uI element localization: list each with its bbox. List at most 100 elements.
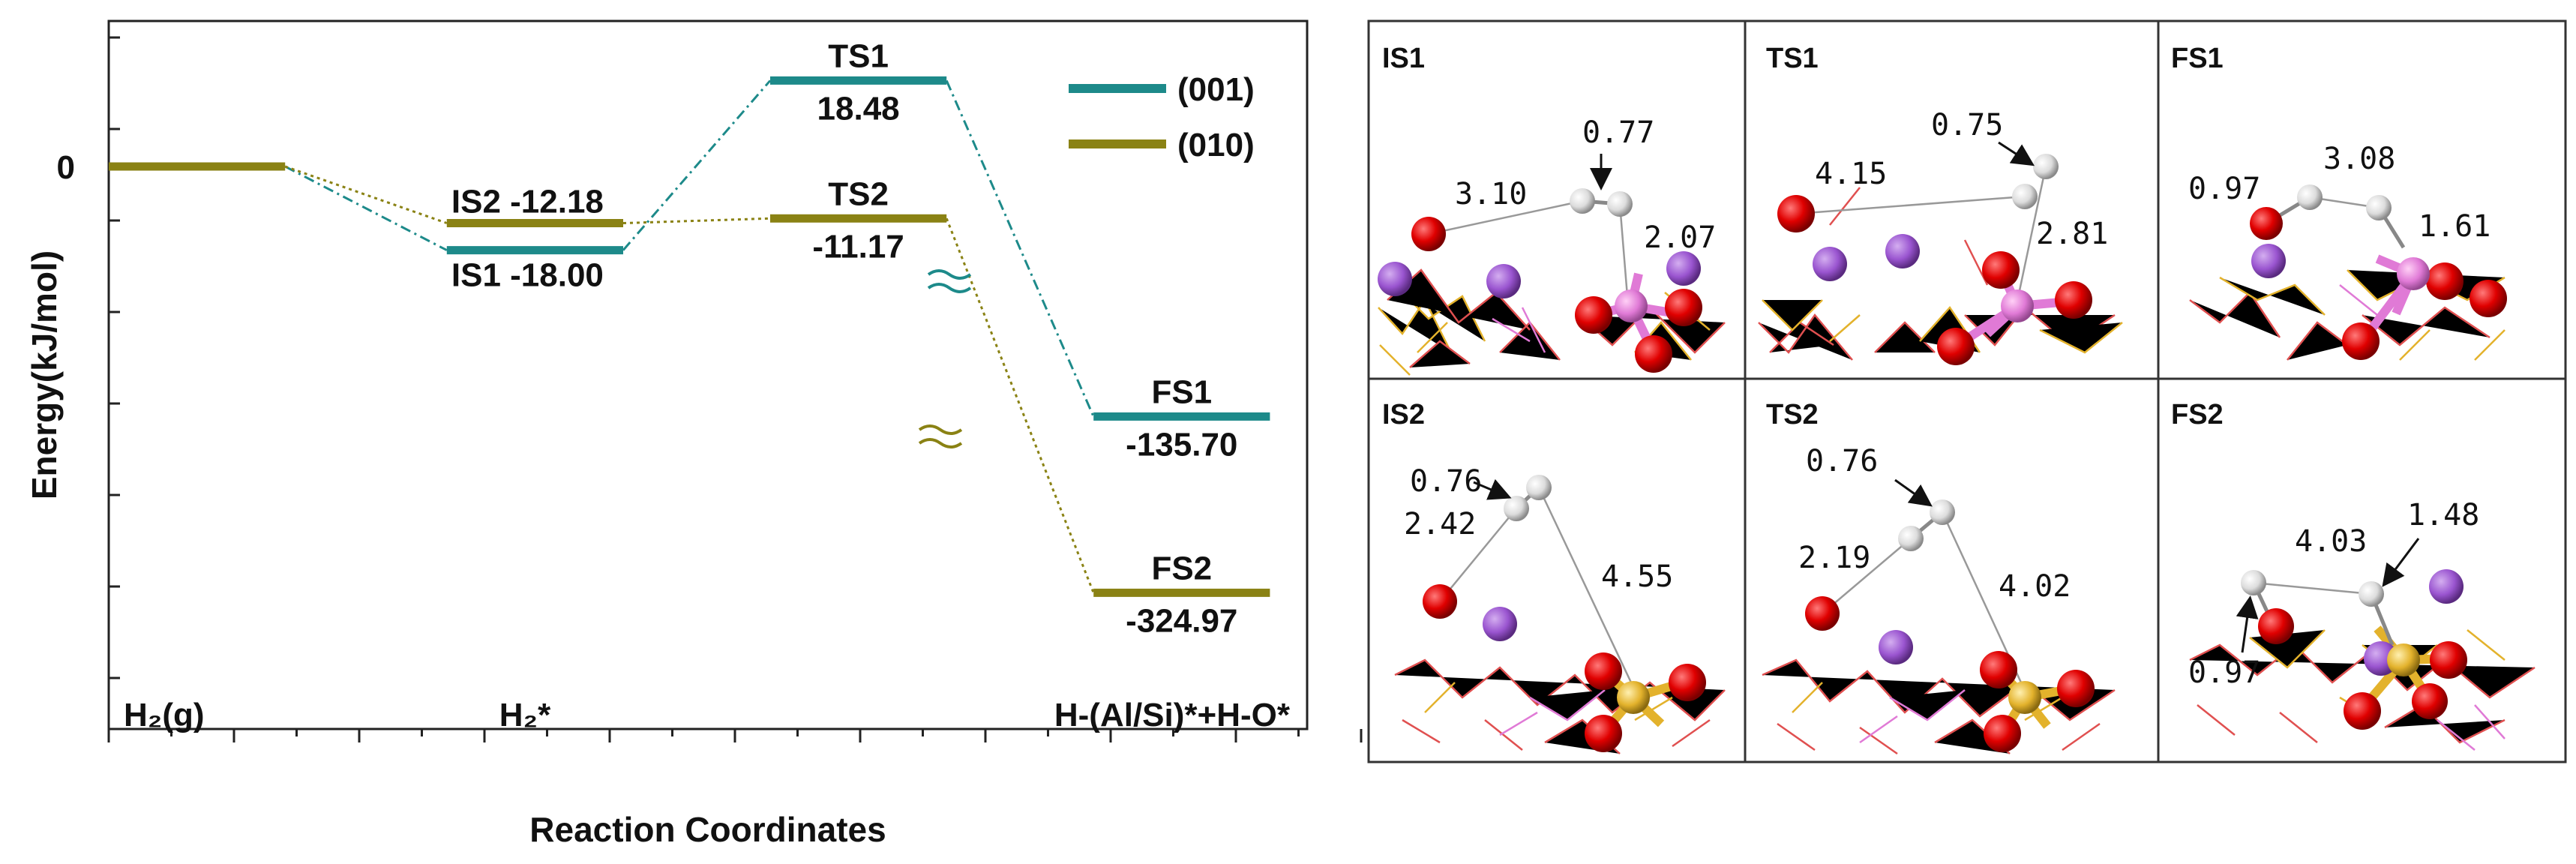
potassium-atom [2429,569,2464,604]
oxygen-atom [2430,641,2467,679]
potassium-atom [2251,244,2286,278]
distance-label-hh: 0.77 [1582,116,1654,150]
oxygen-atom [1665,289,1702,326]
oxygen-atom [2344,692,2381,730]
panel-title: IS1 [1382,43,1425,74]
silicon-atom [1617,681,1650,714]
x-axis-ticks [107,729,1363,742]
distance-label-hh: 0.76 [1410,464,1482,499]
potassium-atom [1486,264,1521,298]
oxygen-atom [1669,664,1706,701]
legend-label-010: (010) [1177,127,1255,164]
oxygen-atom [2412,683,2448,719]
break-mark-001 [927,269,972,293]
distance-label-oh: 0.97 [2188,172,2260,206]
distance-label-hh: 3.08 [2323,142,2395,176]
potassium-atom [1879,630,1913,664]
distance-label-h-si: 1.48 [2407,498,2479,532]
legend: (001) (010) [1069,71,1255,164]
aluminum-atom [1615,290,1648,322]
distance-label-oh: 0.97 [2188,656,2260,690]
level-value-ts1: 18.48 [817,90,900,127]
y-axis-ticks [109,36,120,680]
aluminum-atom [2397,257,2430,290]
level-label-is2: IS2 -12.18 [451,184,604,220]
distance-label-h-al: 2.07 [1644,220,1716,255]
panel-ts1: TS1 [1758,43,2123,365]
stage-labels: H₂(g) H₂* H-(Al/Si)*+H-O* [124,697,1291,734]
level-name-fs1: FS1 [1151,374,1212,410]
pointer-arrow [2236,596,2259,653]
oxygen-atom [1585,715,1622,752]
hydrogen-atom [1504,496,1529,521]
distance-label-oh: 3.10 [1455,177,1527,212]
pointer-arrow [2382,538,2420,587]
lattice-wireframe [1758,187,2123,361]
hydrogen-atom [2241,570,2266,596]
pointer-arrow [1998,141,2035,166]
oxygen-atom [2250,207,2283,240]
hydrogen-atom [1898,526,1924,551]
level-label-is1: IS1 -18.00 [451,257,604,294]
oxygen-atom [1635,335,1672,373]
oxygen-atom [2426,262,2464,300]
potassium-atom [1885,234,1920,268]
hydrogen-atom [2297,184,2323,210]
distance-label-oh: 2.19 [1798,541,1870,575]
connector-010-is2-ts2 [622,217,771,225]
break-mark-010 [918,424,963,448]
potassium-atom [1813,247,1847,281]
hydrogen-atom [1607,191,1633,217]
silicon-atom [2008,681,2041,714]
distance-guides [2253,581,2372,596]
oxygen-atom [1982,251,2020,289]
distance-label-oh: 2.42 [1404,507,1476,542]
connector-010-h2g-is2 [284,165,448,224]
hydrogen-atom [2359,581,2384,607]
x-axis-title: Reaction Coordinates [529,810,886,849]
energy-levels [109,76,1270,597]
oxygen-atom [2057,670,2095,707]
aluminum-atom [2001,290,2034,322]
y-axis-title: Energy(kJ/mol) [25,250,64,500]
connector-001-is1-ts1 [622,80,772,251]
potassium-atom [1483,607,1517,641]
distance-label-hh: 4.03 [2295,524,2367,559]
potassium-atom [1666,251,1701,286]
distance-label-hh: 0.75 [1931,108,2003,142]
oxygen-atom [1777,195,1815,232]
pointer-arrow [1473,478,1512,500]
pointer-arrow [1894,478,1933,507]
oxygen-atom [2258,608,2294,644]
hydrogen-atom [1570,188,1595,214]
energy-profile-chart: 0 Energy(kJ/mol) Reaction Coordinates IS… [25,20,1363,849]
panel-title: TS1 [1766,43,1819,74]
hydrogen-atom [2366,195,2392,220]
distance-label-h-al: 1.61 [2419,209,2491,244]
level-value-fs1: -135.70 [1126,426,1237,463]
stage-label-h2-adsorbed: H₂* [499,697,551,734]
connector-001-ts1-fs1 [945,80,1095,418]
hydrogen-atom [2033,154,2059,179]
oxygen-atom [2342,322,2380,360]
distance-label-h-al: 2.81 [2036,217,2108,251]
level-name-ts2: TS2 [828,176,889,212]
panel-title: TS2 [1766,399,1819,430]
hydrogen-atom [2012,184,2038,209]
oxygen-atom [1423,584,1457,619]
panel-title: IS2 [1382,399,1425,430]
distance-label-h-si: 4.55 [1601,560,1673,594]
distance-guides [1795,166,2047,295]
stage-label-dissociated: H-(Al/Si)*+H-O* [1054,697,1291,734]
panel-title: FS1 [2171,43,2224,74]
distance-guides [1439,487,1633,683]
oxygen-atom [2470,280,2507,317]
oxygen-atom [1937,328,1975,365]
distance-label-hh: 0.76 [1806,444,1878,478]
energy-level-labels: IS1 -18.00 IS2 -12.18 TS1 18.48 TS2 -11.17 FS1… [451,38,1238,639]
axis-break-marks [918,269,972,448]
oxygen-atom [1984,715,2021,752]
connector-001-h2g-is1 [284,165,448,251]
distance-label-oh: 4.15 [1815,157,1887,191]
panel-title: FS2 [2171,399,2224,430]
